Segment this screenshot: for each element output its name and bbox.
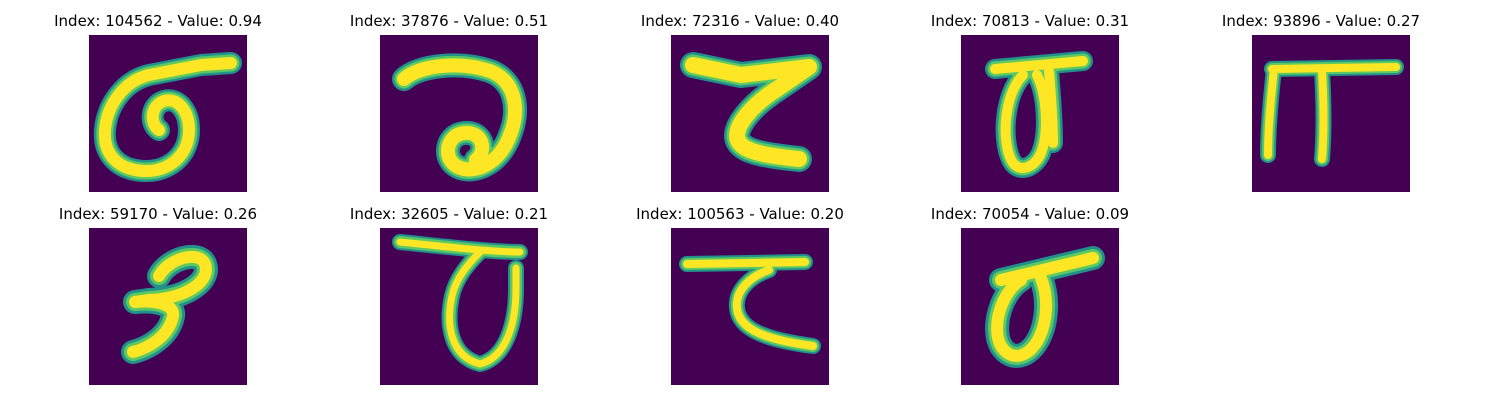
sample-image [961,35,1119,192]
sample-title: Index: 104562 - Value: 0.94 [54,12,262,30]
handwritten-glyph-image [679,254,821,354]
sample-cell: Index: 93896 - Value: 0.27 [1201,0,1441,192]
sample-cell: Index: 100563 - Value: 0.20 [620,193,860,385]
sample-cell: Index: 70054 - Value: 0.09 [910,193,1150,385]
sample-image [671,35,829,192]
sample-cell: Index: 72316 - Value: 0.40 [620,0,860,192]
sample-cell: Index: 37876 - Value: 0.51 [329,0,569,192]
sample-image [1252,35,1410,192]
handwritten-glyph-image [93,52,242,182]
handwritten-glyph-image [680,52,822,172]
sample-title: Index: 93896 - Value: 0.27 [1221,12,1421,30]
sample-cell: Index: 59170 - Value: 0.26 [38,193,278,385]
sample-image [671,228,829,385]
sample-title: Index: 72316 - Value: 0.40 [640,12,840,30]
sample-cell: Index: 104562 - Value: 0.94 [38,0,278,192]
handwritten-glyph-image [1260,59,1404,167]
sample-image [89,35,247,192]
sample-title: Index: 32605 - Value: 0.21 [349,205,549,223]
sample-title: Index: 70054 - Value: 0.09 [930,205,1130,223]
handwritten-glyph-image [985,246,1105,368]
sample-image [380,35,538,192]
handwritten-glyph-image [121,244,218,364]
handwritten-glyph-image [392,53,527,182]
handwritten-glyph-image [985,51,1093,178]
sample-image [89,228,247,385]
sample-cell: Index: 32605 - Value: 0.21 [329,193,569,385]
sample-title: Index: 70813 - Value: 0.31 [930,12,1130,30]
sample-image [961,228,1119,385]
sample-image [380,228,538,385]
sample-title: Index: 37876 - Value: 0.51 [349,12,549,30]
sample-title: Index: 100563 - Value: 0.20 [636,205,844,223]
sample-cell: Index: 70813 - Value: 0.31 [910,0,1150,192]
sample-title: Index: 59170 - Value: 0.26 [58,205,258,223]
handwritten-glyph-image [392,234,528,372]
